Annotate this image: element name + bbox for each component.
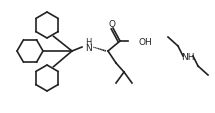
Text: N: N (85, 43, 91, 52)
Text: H: H (85, 38, 91, 47)
Text: OH: OH (139, 37, 153, 46)
Text: NH: NH (181, 52, 195, 61)
Text: O: O (109, 19, 115, 28)
